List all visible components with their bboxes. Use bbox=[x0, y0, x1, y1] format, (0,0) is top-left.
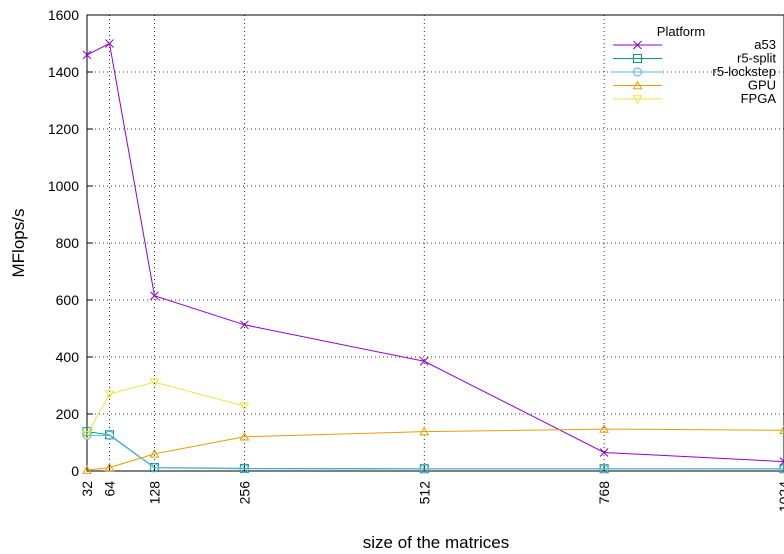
data-point-r5-lockstep bbox=[104, 430, 114, 440]
y-tick-label: 200 bbox=[56, 406, 80, 422]
data-point-gpu bbox=[779, 425, 784, 434]
legend-entry-r5-split: r5-split bbox=[613, 51, 776, 66]
x-tick-label: 64 bbox=[101, 481, 117, 497]
grid bbox=[87, 15, 784, 471]
series-line-r5-lockstep bbox=[87, 434, 784, 470]
series-line-r5-split bbox=[86, 431, 784, 470]
y-tick-label: 400 bbox=[56, 349, 80, 365]
data-point-gpu bbox=[104, 462, 115, 472]
legend-label: a53 bbox=[754, 37, 776, 52]
data-point-gpu bbox=[149, 448, 160, 458]
series-line-gpu bbox=[86, 428, 784, 471]
data-point-r5-lockstep bbox=[419, 464, 429, 474]
legend-title: Platform bbox=[657, 24, 705, 39]
legend-marker-fpga bbox=[632, 95, 643, 105]
data-point-gpu bbox=[599, 424, 609, 433]
legend-marker-a53 bbox=[633, 40, 642, 50]
y-tick-label: 800 bbox=[56, 235, 80, 251]
data-point-gpu bbox=[82, 465, 92, 474]
x-axis-label: size of the matrices bbox=[363, 533, 509, 552]
x-tick-label: 32 bbox=[79, 481, 95, 497]
legend-marker-gpu bbox=[632, 80, 643, 90]
legend-marker-r5-split bbox=[633, 54, 642, 63]
data-point-r5-lockstep bbox=[779, 464, 784, 474]
data-point-fpga bbox=[104, 390, 115, 400]
data-point-a53 bbox=[82, 50, 92, 60]
legend-entry-r5-lockstep: r5-lockstep bbox=[613, 64, 776, 79]
legend-label: r5-lockstep bbox=[712, 64, 776, 79]
data-point-gpu bbox=[239, 431, 250, 441]
legend-entry-a53: a53 bbox=[613, 37, 776, 52]
y-tick-label: 1200 bbox=[48, 121, 79, 137]
axis-ticks: 0 200 400 600 800 1000 1200 1400 1600 32 64 128 256 5… bbox=[48, 7, 784, 512]
y-axis-label: MFlops/s bbox=[9, 209, 28, 278]
series-group bbox=[82, 39, 784, 474]
x-tick-label: 1024 bbox=[776, 481, 784, 512]
data-point-a53 bbox=[105, 39, 114, 48]
x-tick-label: 512 bbox=[416, 481, 432, 505]
y-tick-label: 1000 bbox=[48, 178, 79, 194]
data-point-fpga bbox=[149, 378, 160, 388]
legend-marker-r5-lockstep bbox=[633, 67, 642, 77]
data-point-r5-lockstep bbox=[149, 463, 159, 473]
y-tick-label: 0 bbox=[71, 463, 79, 479]
legend-label: GPU bbox=[748, 78, 776, 93]
data-point-a53 bbox=[240, 320, 249, 330]
data-point-gpu bbox=[419, 426, 430, 436]
data-point-fpga bbox=[82, 431, 92, 440]
data-point-r5-lockstep bbox=[599, 464, 609, 474]
legend-label: FPGA bbox=[741, 91, 777, 106]
data-point-a53 bbox=[419, 356, 429, 366]
legend-entry-fpga: FPGA bbox=[613, 91, 776, 106]
x-tick-label: 768 bbox=[596, 481, 612, 505]
series-gpu bbox=[82, 424, 784, 474]
data-point-r5-lockstep bbox=[239, 464, 249, 474]
series-line-a53 bbox=[86, 42, 784, 463]
series-line-fpga bbox=[86, 381, 245, 436]
x-tick-label: 128 bbox=[146, 481, 162, 505]
data-point-a53 bbox=[599, 448, 609, 457]
series-a53 bbox=[82, 39, 784, 466]
series-r5-split bbox=[82, 427, 784, 474]
data-point-a53 bbox=[150, 291, 159, 301]
legend-label: r5-split bbox=[737, 51, 776, 66]
y-tick-label: 600 bbox=[56, 292, 80, 308]
data-point-fpga bbox=[239, 402, 250, 412]
legend-entry-gpu: GPU bbox=[613, 78, 776, 93]
y-tick-label: 1600 bbox=[48, 7, 79, 23]
series-r5-lockstep bbox=[82, 430, 784, 474]
x-tick-label: 256 bbox=[236, 481, 252, 505]
y-tick-label: 1400 bbox=[48, 64, 79, 80]
series-fpga bbox=[82, 378, 250, 440]
